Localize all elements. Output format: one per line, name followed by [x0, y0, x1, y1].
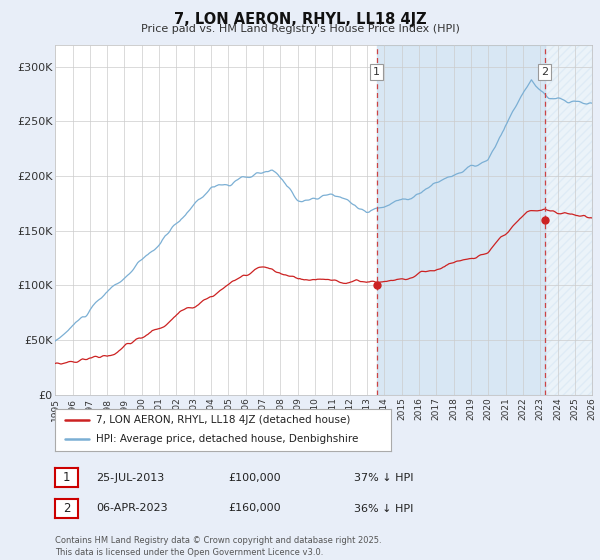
- Text: £100,000: £100,000: [228, 473, 281, 483]
- Text: Price paid vs. HM Land Registry's House Price Index (HPI): Price paid vs. HM Land Registry's House …: [140, 24, 460, 34]
- Text: Contains HM Land Registry data © Crown copyright and database right 2025.
This d: Contains HM Land Registry data © Crown c…: [55, 536, 382, 557]
- Text: HPI: Average price, detached house, Denbighshire: HPI: Average price, detached house, Denb…: [95, 435, 358, 445]
- Bar: [377, 45, 545, 395]
- Text: 1: 1: [63, 471, 70, 484]
- Text: 25-JUL-2013: 25-JUL-2013: [96, 473, 164, 483]
- Text: 1: 1: [373, 67, 380, 77]
- Text: 06-APR-2023: 06-APR-2023: [96, 503, 167, 514]
- Text: 7, LON AERON, RHYL, LL18 4JZ (detached house): 7, LON AERON, RHYL, LL18 4JZ (detached h…: [95, 415, 350, 425]
- Bar: [545, 45, 592, 395]
- Text: 2: 2: [541, 67, 548, 77]
- Text: 37% ↓ HPI: 37% ↓ HPI: [354, 473, 413, 483]
- Text: 7, LON AERON, RHYL, LL18 4JZ: 7, LON AERON, RHYL, LL18 4JZ: [173, 12, 427, 27]
- Text: £160,000: £160,000: [228, 503, 281, 514]
- Text: 2: 2: [63, 502, 70, 515]
- Text: 36% ↓ HPI: 36% ↓ HPI: [354, 503, 413, 514]
